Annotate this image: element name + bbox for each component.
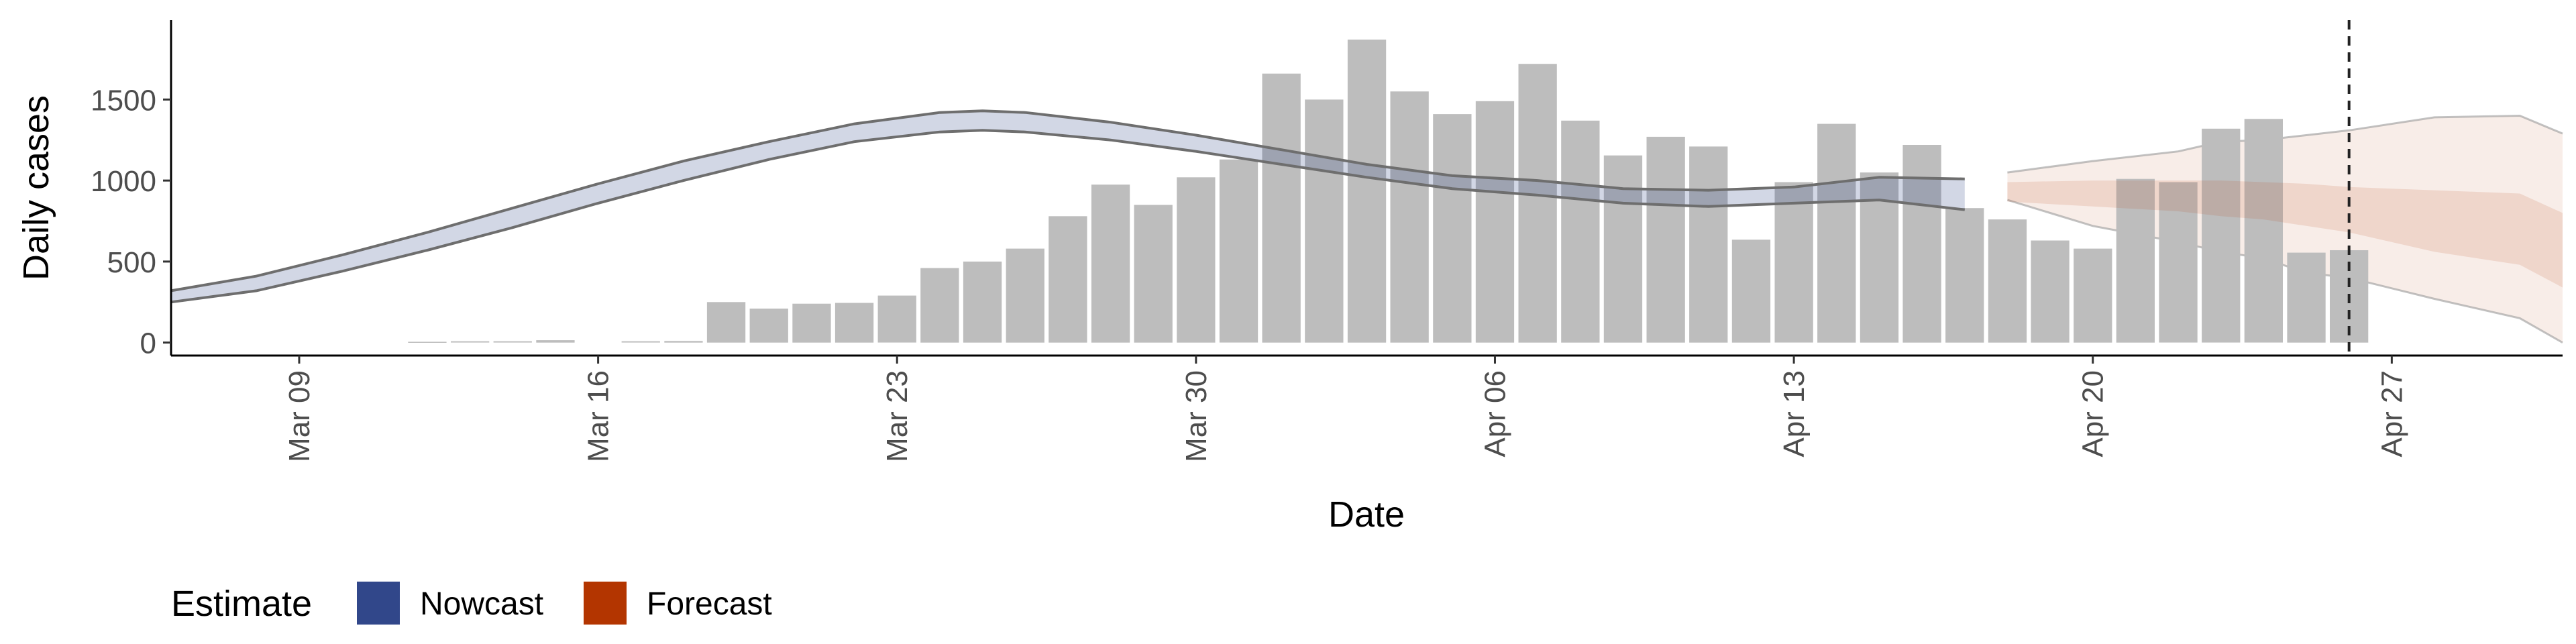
bar (2074, 248, 2112, 343)
bar (877, 295, 916, 343)
bar (1262, 73, 1301, 343)
bar (493, 341, 532, 343)
bar (1091, 184, 1130, 343)
bar (2031, 240, 2070, 343)
x-tick-label: Apr 06 (1479, 370, 1512, 458)
forecast-ribbon-50 (2007, 180, 2563, 288)
legend-label-forecast: Forecast (647, 586, 772, 622)
bar (2244, 119, 2283, 343)
bar (1817, 123, 1856, 343)
bar (2159, 182, 2198, 343)
bar (621, 341, 660, 343)
bar (1177, 177, 1216, 343)
bar (2202, 128, 2241, 343)
nowcast-ribbons (170, 109, 1966, 304)
y-tick-label: 1500 (91, 84, 156, 117)
bar (792, 303, 831, 343)
bar (1988, 219, 2027, 343)
y-ticks: 0 500 1000 1500 (91, 84, 171, 360)
bar (1219, 159, 1258, 343)
bar (1006, 248, 1044, 343)
nowcast-lower-edge (170, 129, 1966, 304)
nowcast-upper-edge (170, 109, 1965, 292)
bar (408, 341, 447, 343)
bar (920, 268, 959, 343)
bar (963, 261, 1002, 343)
x-tick-label: Mar 30 (1180, 370, 1213, 462)
nowcast-ribbon (171, 111, 1965, 303)
bar (536, 340, 575, 343)
legend-swatch-nowcast (357, 582, 400, 625)
y-tick-label: 0 (140, 327, 156, 360)
bar (1433, 114, 1472, 343)
bar (1646, 136, 1685, 343)
legend-label-nowcast: Nowcast (420, 586, 543, 622)
x-axis-title: Date (1328, 494, 1405, 535)
legend-title: Estimate (171, 584, 312, 624)
bar (451, 341, 490, 343)
bar (1603, 155, 1643, 343)
bar (749, 309, 788, 343)
y-tick-label: 500 (107, 246, 156, 279)
plot-area (170, 20, 2563, 356)
legend-swatch-forecast (584, 582, 627, 625)
forecast-ribbon-90 (2007, 115, 2563, 343)
bar (1731, 239, 1771, 343)
bar (664, 341, 703, 343)
bar (1305, 99, 1344, 343)
bar (2287, 252, 2326, 343)
x-tick-label: Apr 20 (2077, 370, 2110, 458)
x-tick-label: Apr 13 (1778, 370, 1811, 458)
legend: Estimate Nowcast Forecast (171, 582, 772, 625)
bar (1689, 146, 1728, 343)
bar (1475, 101, 1515, 343)
x-tick-label: Mar 16 (582, 370, 615, 462)
bar (1518, 64, 1557, 343)
bar (1774, 182, 1813, 343)
bar (706, 302, 746, 343)
bar (1561, 120, 1600, 343)
y-tick-label: 1000 (91, 165, 156, 198)
bar (835, 303, 874, 343)
bar (1390, 91, 1429, 343)
bar (1945, 208, 1984, 343)
y-axis-title: Daily cases (16, 95, 56, 280)
bar (1134, 205, 1173, 343)
case-bars (408, 40, 2369, 343)
x-tick-label: Apr 27 (2375, 370, 2408, 458)
x-ticks: Mar 09 Mar 16 Mar 23 Mar 30 Apr 06 Apr 13 Apr … (283, 356, 2408, 462)
bar (2116, 178, 2155, 343)
x-tick-label: Mar 09 (283, 370, 316, 462)
bar (1902, 145, 1941, 343)
x-tick-label: Mar 23 (881, 370, 914, 462)
bar (1347, 40, 1387, 343)
forecast-upper-edge (2007, 114, 2563, 174)
bar (1049, 216, 1087, 343)
